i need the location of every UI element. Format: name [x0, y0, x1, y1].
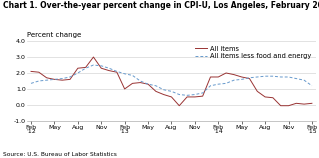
Text: Percent change: Percent change	[27, 32, 81, 38]
Legend: All items, All items less food and energy: All items, All items less food and energ…	[194, 44, 313, 61]
Text: Chart 1. Over-the-year percent change in CPI-U, Los Angeles, February 2012-Febru: Chart 1. Over-the-year percent change in…	[3, 1, 319, 10]
Text: Source: U.S. Bureau of Labor Statistics: Source: U.S. Bureau of Labor Statistics	[3, 152, 117, 157]
